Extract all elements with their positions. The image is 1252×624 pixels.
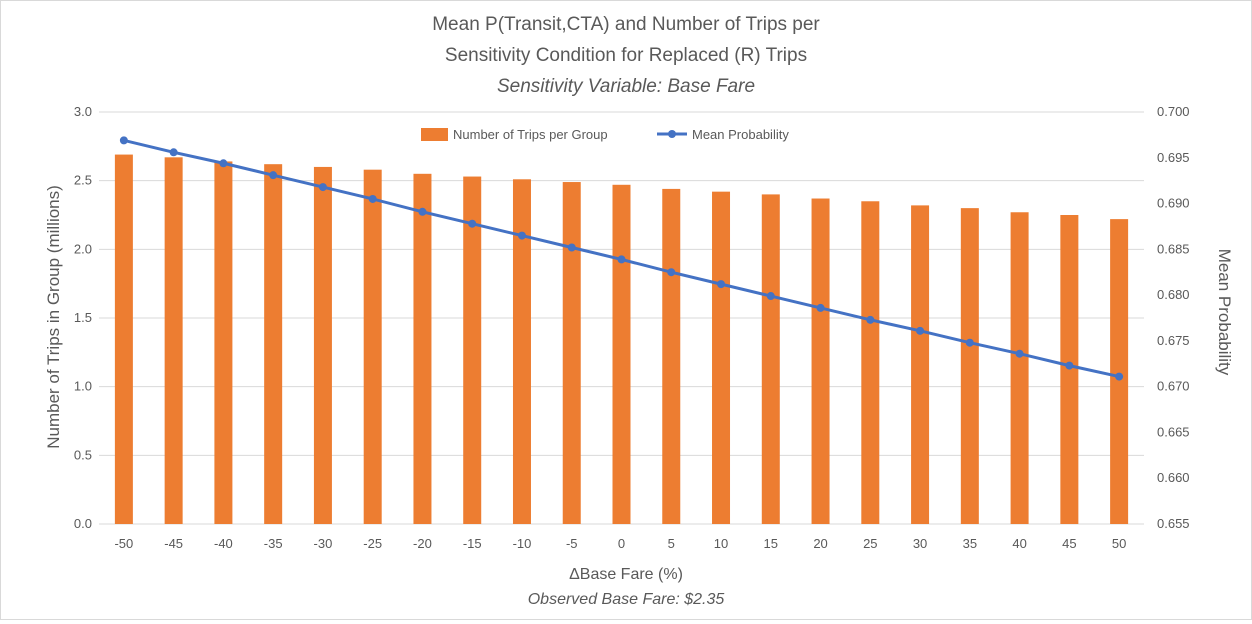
probability-point xyxy=(866,316,874,324)
probability-point xyxy=(717,280,725,288)
x-tick-label: -45 xyxy=(164,536,183,551)
y-left-tick-label: 2.5 xyxy=(74,173,92,188)
bar xyxy=(812,199,830,524)
legend-bar-label: Number of Trips per Group xyxy=(453,127,608,142)
probability-point xyxy=(120,136,128,144)
bar xyxy=(264,164,282,524)
x-tick-label: -15 xyxy=(463,536,482,551)
bar xyxy=(861,201,879,524)
x-tick-label: 45 xyxy=(1062,536,1076,551)
y-left-tick-label: 1.0 xyxy=(74,379,92,394)
probability-point xyxy=(319,183,327,191)
bar xyxy=(563,182,581,524)
probability-point xyxy=(767,292,775,300)
bar xyxy=(911,205,929,524)
x-tick-label: 35 xyxy=(963,536,977,551)
probability-point xyxy=(618,255,626,263)
chart-subtitle: Sensitivity Variable: Base Fare xyxy=(497,76,755,97)
bar xyxy=(413,174,431,524)
bar xyxy=(762,194,780,524)
y-left-tick-label: 0.0 xyxy=(74,516,92,531)
x-tick-label: 10 xyxy=(714,536,728,551)
x-axis-title: ΔBase Fare (%) xyxy=(569,566,683,583)
bar-series xyxy=(115,155,1128,524)
legend: Number of Trips per Group Mean Probabili… xyxy=(421,127,789,142)
legend-bar-swatch xyxy=(421,128,448,141)
bar xyxy=(712,192,730,524)
x-tick-label: -50 xyxy=(114,536,133,551)
x-tick-label: -40 xyxy=(214,536,233,551)
y-right-tick-label: 0.695 xyxy=(1157,150,1190,165)
bar xyxy=(513,179,531,524)
x-tick-label: 30 xyxy=(913,536,927,551)
x-tick-label: -25 xyxy=(363,536,382,551)
bar xyxy=(115,155,133,524)
bar xyxy=(1110,219,1128,524)
y-right-tick-label: 0.700 xyxy=(1157,104,1190,119)
probability-point xyxy=(418,208,426,216)
x-tick-label: 25 xyxy=(863,536,877,551)
observed-base-fare-note: Observed Base Fare: $2.35 xyxy=(528,591,725,608)
y-right-tick-label: 0.680 xyxy=(1157,287,1190,302)
chart-title-line-1: Mean P(Transit,CTA) and Number of Trips … xyxy=(432,14,820,35)
x-tick-label: -20 xyxy=(413,536,432,551)
bar xyxy=(662,189,680,524)
bar xyxy=(463,177,481,524)
x-tick-label: 20 xyxy=(813,536,827,551)
probability-point xyxy=(568,244,576,252)
bar xyxy=(1011,212,1029,524)
y-right-tick-label: 0.665 xyxy=(1157,424,1190,439)
x-tick-label: 40 xyxy=(1012,536,1026,551)
x-tick-label: 5 xyxy=(668,536,675,551)
y-axis-left-title: Number of Trips in Group (millions) xyxy=(44,185,63,449)
x-tick-label: -30 xyxy=(314,536,333,551)
y-left-tick-label: 1.5 xyxy=(74,310,92,325)
y-right-tick-label: 0.660 xyxy=(1157,470,1190,485)
probability-point xyxy=(1065,362,1073,370)
x-tick-label: 0 xyxy=(618,536,625,551)
bar xyxy=(613,185,631,524)
probability-point xyxy=(219,159,227,167)
probability-point xyxy=(667,268,675,276)
bar xyxy=(961,208,979,524)
x-axis-ticks: -50 -45 -40 -35 -30 -25 -20 -15 -10 -5 0 5 10 15 20 25 3… xyxy=(114,536,1126,551)
y-left-tick-label: 0.5 xyxy=(74,447,92,462)
x-tick-label: -5 xyxy=(566,536,578,551)
x-tick-label: -35 xyxy=(264,536,283,551)
probability-point xyxy=(468,220,476,228)
y-right-tick-label: 0.670 xyxy=(1157,379,1190,394)
y-right-tick-label: 0.675 xyxy=(1157,333,1190,348)
probability-point xyxy=(518,232,526,240)
bar xyxy=(314,167,332,524)
probability-point xyxy=(170,148,178,156)
y-right-tick-label: 0.690 xyxy=(1157,196,1190,211)
probability-point xyxy=(916,327,924,335)
y-left-tick-label: 3.0 xyxy=(74,104,92,119)
y-right-tick-label: 0.685 xyxy=(1157,241,1190,256)
chart-title-line-2: Sensitivity Condition for Replaced (R) T… xyxy=(445,45,807,66)
probability-point xyxy=(1016,350,1024,358)
probability-point xyxy=(1115,373,1123,381)
y-right-tick-label: 0.655 xyxy=(1157,516,1190,531)
probability-point xyxy=(817,304,825,312)
y-axis-right-title: Mean Probability xyxy=(1215,249,1234,376)
y-left-tick-label: 2.0 xyxy=(74,241,92,256)
left-axis-ticks: 0.0 0.5 1.0 1.5 2.0 2.5 3.0 xyxy=(74,104,92,531)
right-axis-ticks: 0.655 0.660 0.665 0.670 0.675 0.680 0.685 0.690… xyxy=(1157,104,1190,531)
bar xyxy=(165,157,183,524)
x-tick-label: -10 xyxy=(513,536,532,551)
bar xyxy=(364,170,382,524)
probability-point xyxy=(269,171,277,179)
legend-line-marker xyxy=(668,130,676,138)
probability-point xyxy=(369,195,377,203)
probability-point xyxy=(966,339,974,347)
x-tick-label: 50 xyxy=(1112,536,1126,551)
bar xyxy=(214,161,232,524)
legend-line-label: Mean Probability xyxy=(692,127,789,142)
x-tick-label: 15 xyxy=(764,536,778,551)
